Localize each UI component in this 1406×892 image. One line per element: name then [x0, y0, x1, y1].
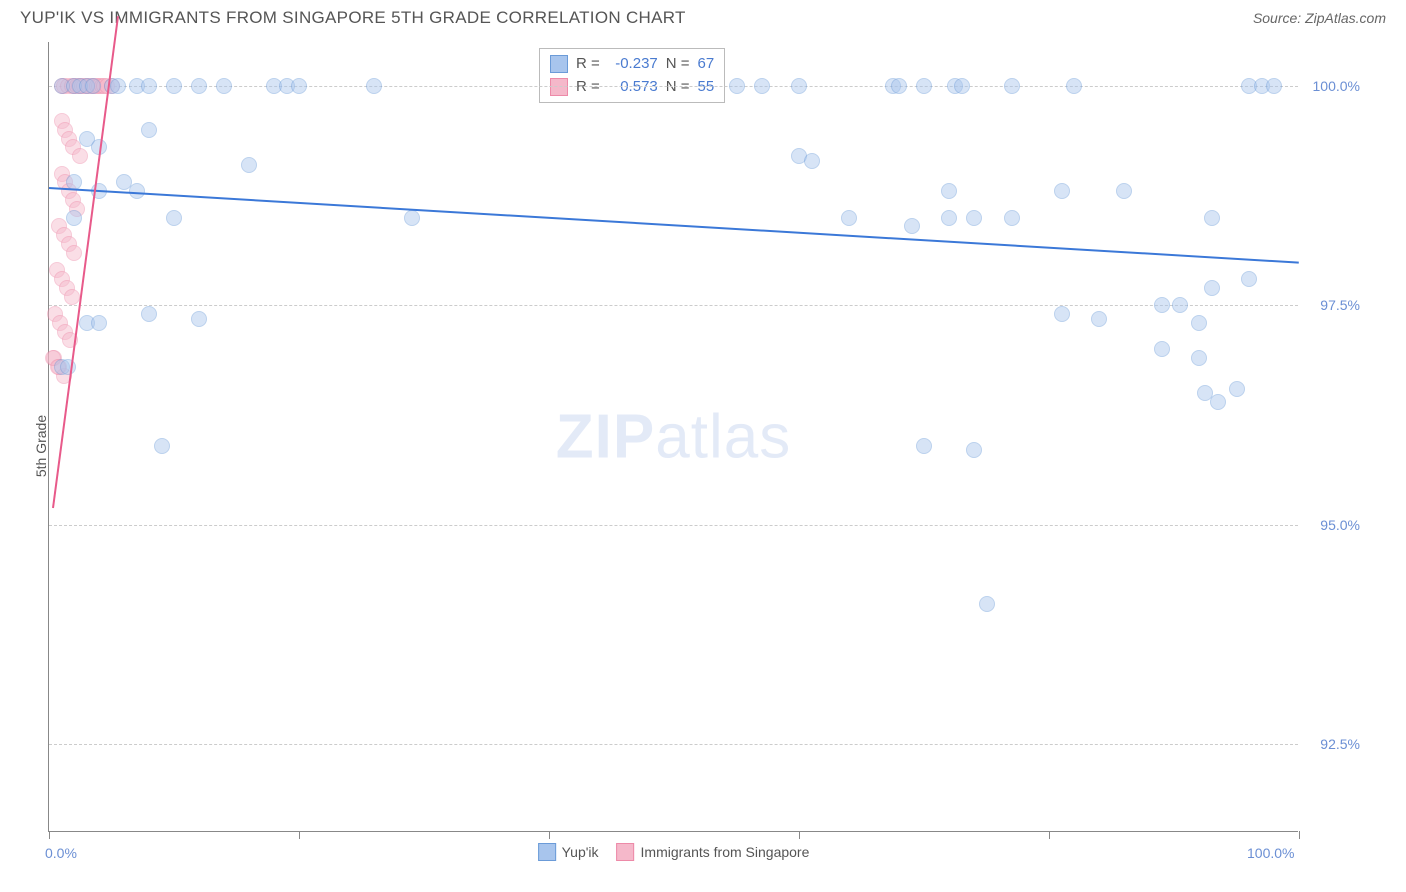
data-point-yupik	[241, 157, 257, 173]
y-tick-label: 97.5%	[1320, 297, 1360, 313]
watermark-zip: ZIP	[556, 402, 655, 471]
x-tick	[49, 831, 50, 839]
data-point-yupik	[404, 210, 420, 226]
data-point-yupik	[754, 78, 770, 94]
data-point-yupik	[904, 218, 920, 234]
data-point-yupik	[154, 438, 170, 454]
n-value-yupik: 67	[698, 53, 715, 76]
watermark: ZIPatlas	[556, 401, 791, 472]
r-value-yupik: -0.237	[608, 53, 658, 76]
data-point-yupik	[1004, 210, 1020, 226]
gridline-h	[49, 86, 1298, 87]
data-point-yupik	[141, 122, 157, 138]
y-tick-label: 100.0%	[1313, 78, 1360, 94]
data-point-yupik	[1191, 350, 1207, 366]
gridline-h	[49, 744, 1298, 745]
data-point-yupik	[729, 78, 745, 94]
trend-line-yupik	[49, 187, 1299, 264]
chart-source: Source: ZipAtlas.com	[1253, 10, 1386, 26]
chart-header: YUP'IK VS IMMIGRANTS FROM SINGAPORE 5TH …	[0, 0, 1406, 32]
y-tick-label: 95.0%	[1320, 517, 1360, 533]
data-point-singapore	[66, 245, 82, 261]
chart-legend: Yup'ik Immigrants from Singapore	[538, 843, 810, 861]
chart-title: YUP'IK VS IMMIGRANTS FROM SINGAPORE 5TH …	[20, 8, 686, 28]
data-point-yupik	[1091, 311, 1107, 327]
n-label: N =	[666, 53, 690, 76]
data-point-yupik	[141, 78, 157, 94]
x-tick-label: 100.0%	[1247, 845, 1294, 861]
gridline-h	[49, 305, 1298, 306]
data-point-yupik	[1204, 210, 1220, 226]
data-point-yupik	[291, 78, 307, 94]
data-point-yupik	[166, 210, 182, 226]
data-point-yupik	[1154, 297, 1170, 313]
gridline-h	[49, 525, 1298, 526]
data-point-yupik	[141, 306, 157, 322]
legend-item-yupik: Yup'ik	[538, 843, 599, 861]
watermark-atlas: atlas	[655, 402, 791, 471]
data-point-yupik	[1266, 78, 1282, 94]
data-point-yupik	[366, 78, 382, 94]
data-point-yupik	[966, 210, 982, 226]
y-tick-label: 92.5%	[1320, 736, 1360, 752]
data-point-yupik	[1116, 183, 1132, 199]
x-tick-label: 0.0%	[45, 845, 77, 861]
data-point-yupik	[841, 210, 857, 226]
data-point-yupik	[916, 78, 932, 94]
data-point-yupik	[891, 78, 907, 94]
data-point-yupik	[1204, 280, 1220, 296]
data-point-yupik	[966, 442, 982, 458]
legend-label-yupik: Yup'ik	[562, 844, 599, 860]
data-point-yupik	[1172, 297, 1188, 313]
swatch-yupik	[550, 55, 568, 73]
data-point-yupik	[191, 78, 207, 94]
legend-item-singapore: Immigrants from Singapore	[617, 843, 810, 861]
data-point-singapore	[64, 289, 80, 305]
data-point-yupik	[941, 183, 957, 199]
x-tick	[1049, 831, 1050, 839]
x-tick	[549, 831, 550, 839]
data-point-yupik	[166, 78, 182, 94]
legend-swatch-singapore	[617, 843, 635, 861]
data-point-yupik	[1191, 315, 1207, 331]
r-label: R =	[576, 53, 600, 76]
data-point-yupik	[1154, 341, 1170, 357]
data-point-yupik	[110, 78, 126, 94]
correlation-stats-box: R = -0.237 N = 67 R = 0.573 N = 55	[539, 48, 725, 103]
data-point-yupik	[979, 596, 995, 612]
x-tick	[1299, 831, 1300, 839]
data-point-yupik	[216, 78, 232, 94]
x-tick	[299, 831, 300, 839]
legend-label-singapore: Immigrants from Singapore	[641, 844, 810, 860]
x-tick	[799, 831, 800, 839]
legend-swatch-yupik	[538, 843, 556, 861]
data-point-singapore	[72, 148, 88, 164]
data-point-yupik	[941, 210, 957, 226]
data-point-yupik	[91, 315, 107, 331]
data-point-yupik	[1004, 78, 1020, 94]
data-point-yupik	[1054, 183, 1070, 199]
data-point-yupik	[954, 78, 970, 94]
data-point-yupik	[1054, 306, 1070, 322]
data-point-yupik	[85, 78, 101, 94]
data-point-yupik	[66, 210, 82, 226]
data-point-yupik	[791, 78, 807, 94]
data-point-yupik	[1210, 394, 1226, 410]
data-point-yupik	[804, 153, 820, 169]
data-point-yupik	[916, 438, 932, 454]
chart-plot-area: ZIPatlas R = -0.237 N = 67 R = 0.573 N =…	[48, 42, 1298, 832]
data-point-yupik	[1066, 78, 1082, 94]
stats-row-yupik: R = -0.237 N = 67	[550, 53, 714, 76]
data-point-yupik	[191, 311, 207, 327]
data-point-yupik	[1241, 271, 1257, 287]
y-axis-label: 5th Grade	[33, 415, 49, 477]
data-point-yupik	[1229, 381, 1245, 397]
